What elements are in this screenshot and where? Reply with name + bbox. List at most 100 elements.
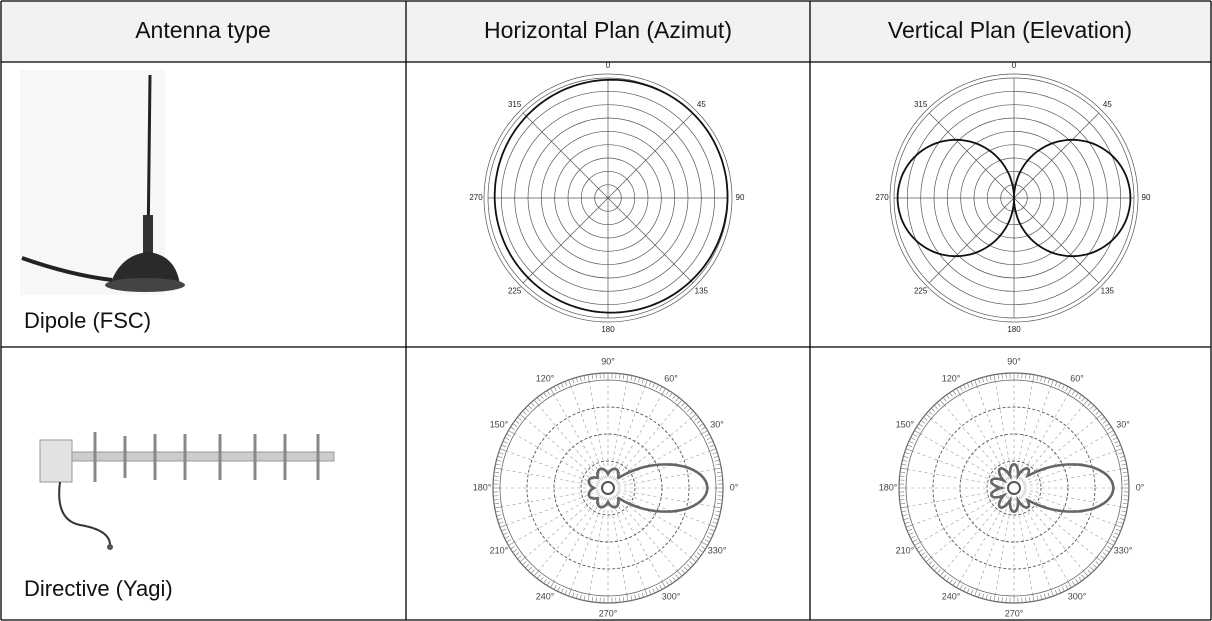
polar-tick [1107, 427, 1111, 430]
polar-spoke [610, 498, 627, 595]
angle-label: 315 [914, 100, 928, 109]
polar-ring [933, 407, 1095, 569]
polar-tick [1093, 408, 1097, 411]
polar-tick [1120, 456, 1125, 457]
polar-tick [1076, 579, 1079, 583]
polar-tick [699, 424, 703, 427]
polar-tick [1090, 567, 1093, 571]
polar-tick [714, 456, 719, 457]
polar-spoke [617, 451, 709, 485]
polar-tick [500, 525, 508, 528]
polar-tick [687, 564, 691, 567]
polar-tick [596, 374, 597, 379]
polar-tick [967, 383, 969, 388]
polar-tick [934, 567, 937, 571]
polar-ring [960, 434, 1068, 542]
polar-spoke [1023, 434, 1108, 483]
polar-tick [921, 553, 925, 556]
polar-tick [931, 408, 935, 411]
polar-tick [695, 556, 699, 559]
polar-tick [998, 597, 999, 602]
polar-tick [508, 542, 515, 546]
polar-outer-ring [493, 373, 723, 603]
polar-spoke [920, 493, 1005, 542]
angle-label: 60° [1070, 373, 1084, 383]
angle-label: 225 [914, 286, 928, 295]
polar-tick [943, 397, 946, 401]
polar-tick [710, 445, 715, 447]
polar-tick [971, 381, 973, 386]
polar-tick [676, 575, 679, 579]
polar-tick [982, 594, 983, 599]
angle-label: 330° [1114, 545, 1133, 555]
polar-ring [527, 407, 689, 569]
polar-tick [638, 594, 639, 599]
polar-tick [923, 417, 927, 420]
polar-tick [525, 408, 529, 411]
polar-tick [705, 540, 709, 542]
polar-tick [960, 585, 962, 589]
polar-tick [940, 400, 945, 406]
polar-spoke [960, 497, 1009, 582]
polar-tick [1107, 542, 1114, 546]
polar-tick [919, 550, 923, 553]
polar-spoke [960, 394, 1009, 479]
polar-tick [670, 579, 673, 583]
polar-tick [946, 395, 949, 399]
polar-tick [494, 503, 499, 504]
polar-tick [494, 472, 499, 473]
polar-tick [699, 550, 703, 553]
polar-tick [690, 411, 694, 414]
polar-tick [907, 445, 912, 447]
polar-tick [503, 441, 508, 443]
angle-label: 0 [606, 61, 611, 70]
angle-label: 270° [1005, 608, 1024, 618]
polar-tick [656, 587, 658, 591]
polar-tick [975, 589, 978, 597]
polar-tick [1115, 525, 1123, 528]
polar-spoke [611, 387, 645, 479]
polar-tick [496, 515, 501, 516]
polar-tick [906, 449, 914, 452]
polar-ring [554, 434, 662, 542]
polar-tick [717, 503, 722, 504]
polar-tick [666, 581, 669, 585]
polar-tick [1114, 533, 1119, 535]
polar-spoke [571, 387, 605, 479]
polar-tick [531, 570, 534, 574]
angle-label: 90 [736, 193, 745, 202]
polar-tick [500, 449, 508, 452]
polar-spoke [507, 451, 599, 485]
polar-tick [902, 464, 907, 465]
polar-tick [505, 438, 509, 440]
polar-tick [682, 570, 685, 574]
polar-tick [1068, 581, 1072, 588]
angle-label: 135 [1101, 286, 1115, 295]
polar-tick [715, 515, 720, 516]
polar-tick [684, 405, 687, 409]
polar-tick [1103, 420, 1107, 423]
polar-tick [496, 511, 501, 512]
polar-tick [964, 587, 966, 591]
angle-label: 180° [879, 482, 898, 492]
polar-tick [592, 597, 593, 602]
polar-tick [907, 529, 912, 531]
polar-tick [1002, 597, 1003, 602]
polar-tick [967, 588, 969, 593]
polar-tick [1025, 597, 1026, 602]
polar-tick [931, 564, 935, 567]
polar-tick [990, 596, 991, 601]
polar-tick [584, 376, 585, 381]
polar-tick [905, 522, 910, 524]
polar-tick [1123, 503, 1128, 504]
polar-tick [1062, 385, 1064, 389]
polar-tick [701, 542, 708, 546]
polar-tick [902, 511, 907, 512]
antenna-label: Directive (Yagi) [24, 576, 173, 601]
polar-tick [635, 595, 636, 600]
polar-spoke [617, 434, 702, 483]
polar-tick [926, 414, 932, 419]
angle-label: 210° [490, 545, 509, 555]
polar-tick [1066, 386, 1068, 390]
polar-tick [1119, 452, 1124, 454]
